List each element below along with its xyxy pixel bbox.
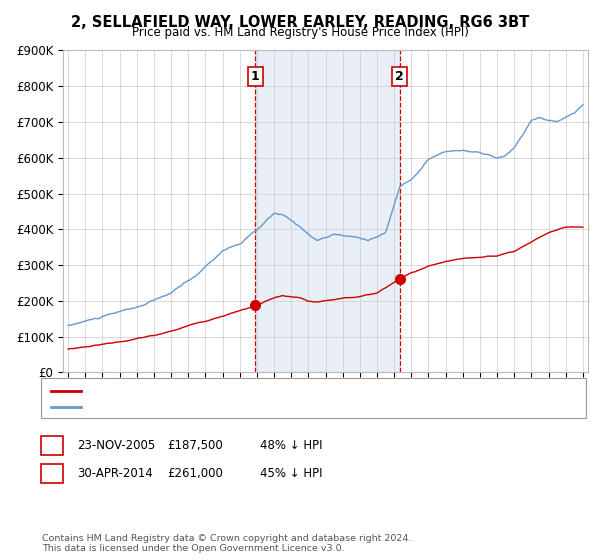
Text: 2, SELLAFIELD WAY, LOWER EARLEY, READING, RG6 3BT: 2, SELLAFIELD WAY, LOWER EARLEY, READING… <box>71 15 529 30</box>
Text: 2: 2 <box>395 69 404 83</box>
Text: £261,000: £261,000 <box>167 466 223 480</box>
Text: 30-APR-2014: 30-APR-2014 <box>77 466 152 480</box>
Text: 48% ↓ HPI: 48% ↓ HPI <box>260 438 322 452</box>
Text: Contains HM Land Registry data © Crown copyright and database right 2024.
This d: Contains HM Land Registry data © Crown c… <box>42 534 412 553</box>
Text: 23-NOV-2005: 23-NOV-2005 <box>77 438 155 452</box>
Text: 2: 2 <box>47 466 56 480</box>
Text: £187,500: £187,500 <box>167 438 223 452</box>
Text: 2, SELLAFIELD WAY, LOWER EARLEY, READING, RG6 3BT (detached house): 2, SELLAFIELD WAY, LOWER EARLEY, READING… <box>87 385 495 395</box>
Text: 45% ↓ HPI: 45% ↓ HPI <box>260 466 322 480</box>
Text: HPI: Average price, detached house, Wokingham: HPI: Average price, detached house, Woki… <box>87 402 354 412</box>
Text: 1: 1 <box>47 438 56 452</box>
Text: 1: 1 <box>251 69 259 83</box>
Bar <box>255 50 400 372</box>
Text: Price paid vs. HM Land Registry's House Price Index (HPI): Price paid vs. HM Land Registry's House … <box>131 26 469 39</box>
